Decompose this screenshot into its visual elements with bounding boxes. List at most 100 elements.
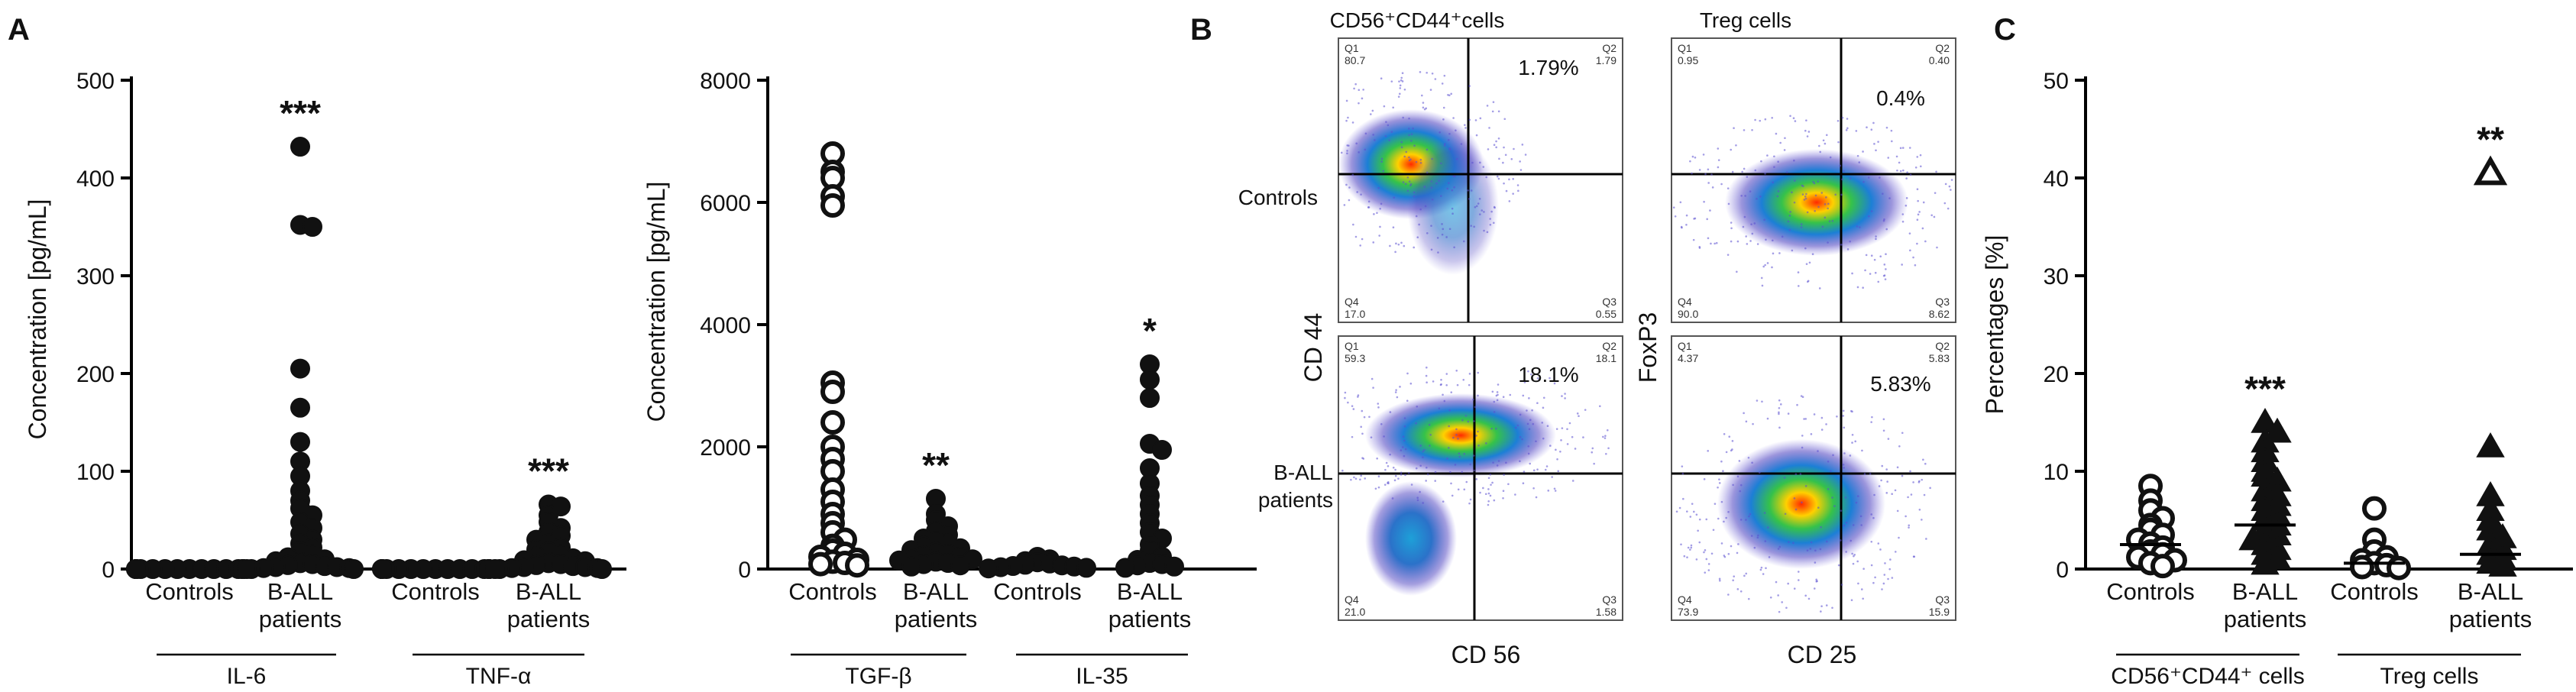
event-dot bbox=[1870, 421, 1872, 423]
category-label: B-ALL bbox=[1117, 578, 1183, 605]
event-dot bbox=[1803, 418, 1805, 420]
event-dot bbox=[1374, 487, 1377, 490]
event-dot bbox=[1720, 183, 1723, 186]
flow-cytometry-panel: CD56⁺CD44⁺cells Treg cells Controls B-AL… bbox=[1238, 8, 1956, 668]
event-dot bbox=[1479, 161, 1481, 164]
event-dot bbox=[1882, 192, 1884, 195]
group-label: TNF-α bbox=[466, 664, 532, 689]
quadrant-value: 80.7 bbox=[1345, 54, 1365, 66]
event-dot bbox=[1810, 433, 1813, 435]
event-dot bbox=[1491, 390, 1494, 393]
event-dot bbox=[1439, 195, 1442, 197]
event-dot bbox=[1397, 477, 1400, 480]
event-dot bbox=[1591, 451, 1594, 454]
event-dot bbox=[1881, 464, 1884, 467]
event-dot bbox=[1497, 110, 1500, 113]
event-dot bbox=[1415, 422, 1417, 425]
event-dot bbox=[1879, 176, 1881, 179]
event-dot bbox=[1535, 496, 1538, 499]
event-dot bbox=[1468, 502, 1471, 505]
event-dot bbox=[1804, 197, 1807, 200]
event-dot bbox=[1454, 464, 1457, 466]
quadrant-label: Q2 bbox=[1935, 340, 1950, 352]
y-tick-label: 100 bbox=[76, 460, 115, 485]
data-point bbox=[2473, 155, 2508, 186]
event-dot bbox=[1885, 492, 1888, 494]
event-dot bbox=[1837, 564, 1840, 567]
quadrant-value: 1.79 bbox=[1596, 54, 1616, 66]
event-dot bbox=[1384, 135, 1387, 137]
event-dot bbox=[1918, 480, 1921, 483]
event-dot bbox=[1727, 510, 1730, 513]
event-dot bbox=[1380, 202, 1383, 205]
event-dot bbox=[1404, 474, 1406, 477]
event-dot bbox=[1400, 141, 1403, 144]
event-dot bbox=[1605, 452, 1607, 455]
event-dot bbox=[1514, 426, 1517, 429]
quadrant-label: Q4 bbox=[1678, 593, 1692, 606]
event-dot bbox=[1841, 116, 1844, 119]
event-dot bbox=[1482, 487, 1484, 490]
event-dot bbox=[1759, 196, 1762, 198]
event-dot bbox=[1510, 157, 1513, 160]
event-dot bbox=[1754, 118, 1756, 121]
event-dot bbox=[1779, 141, 1782, 144]
event-dot bbox=[1863, 473, 1866, 475]
event-dot bbox=[1799, 473, 1802, 475]
event-dot bbox=[1416, 499, 1419, 502]
event-dot bbox=[1455, 157, 1458, 160]
event-dot bbox=[1571, 435, 1574, 438]
y-axis-label: Concentration [pg/mL] bbox=[642, 182, 670, 422]
event-dot bbox=[1584, 409, 1587, 411]
significance-marker: * bbox=[1143, 311, 1157, 351]
event-dot bbox=[1849, 539, 1853, 542]
event-dot bbox=[1759, 568, 1762, 571]
event-dot bbox=[1493, 411, 1496, 413]
event-dot bbox=[1747, 597, 1750, 600]
event-dot bbox=[1798, 285, 1800, 287]
event-dot bbox=[1358, 102, 1360, 105]
event-dot bbox=[1346, 150, 1348, 152]
event-dot bbox=[1872, 581, 1875, 584]
event-dot bbox=[1473, 469, 1476, 472]
event-dot bbox=[1896, 169, 1898, 172]
event-dot bbox=[1578, 415, 1580, 418]
event-dot bbox=[1698, 518, 1701, 521]
event-dot bbox=[1400, 79, 1403, 82]
event-dot bbox=[1461, 470, 1464, 474]
event-dot bbox=[1751, 461, 1753, 464]
event-dot bbox=[1801, 446, 1804, 449]
event-dot bbox=[1715, 241, 1718, 244]
event-dot bbox=[1805, 192, 1807, 196]
event-dot bbox=[1761, 284, 1764, 287]
event-dot bbox=[1527, 452, 1530, 455]
event-dot bbox=[1430, 225, 1432, 227]
quadrant-label: Q1 bbox=[1345, 340, 1359, 352]
event-dot bbox=[1486, 105, 1489, 107]
event-dot bbox=[1705, 518, 1708, 521]
event-dot bbox=[1922, 201, 1925, 204]
event-dot bbox=[1487, 477, 1490, 480]
event-dot bbox=[1921, 478, 1924, 481]
event-dot bbox=[1753, 546, 1756, 549]
event-dot bbox=[1408, 134, 1410, 137]
event-dot bbox=[1877, 542, 1880, 545]
panel-label-b: B bbox=[1190, 13, 1212, 47]
event-dot bbox=[1408, 156, 1410, 159]
event-dot bbox=[1443, 144, 1446, 147]
event-dot bbox=[1358, 89, 1361, 92]
event-dot bbox=[1737, 543, 1739, 545]
event-dot bbox=[1378, 234, 1380, 237]
event-dot bbox=[1390, 80, 1393, 82]
event-dot bbox=[1441, 82, 1444, 85]
event-dot bbox=[1950, 179, 1953, 181]
y-ticks: 0 100 200 300 400 500 bbox=[76, 69, 131, 583]
event-dot bbox=[1360, 474, 1362, 477]
event-dot bbox=[1442, 228, 1445, 231]
event-dot bbox=[1430, 180, 1433, 183]
event-dot bbox=[1361, 432, 1364, 435]
event-dot bbox=[1434, 78, 1437, 80]
event-dot bbox=[1344, 396, 1346, 399]
event-dot bbox=[1509, 393, 1512, 396]
